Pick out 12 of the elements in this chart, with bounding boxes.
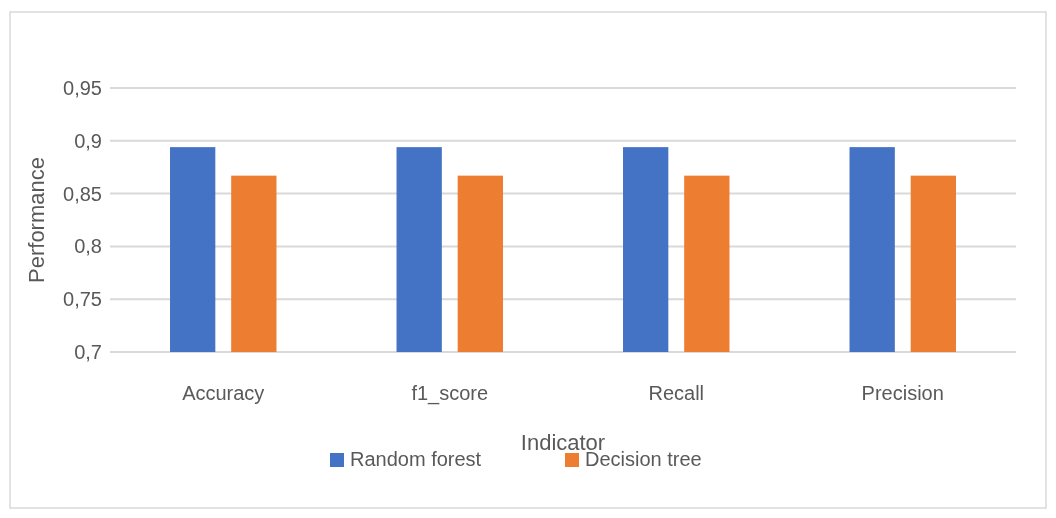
y-tick-label: 0,75 (63, 288, 102, 311)
y-tick-label: 0,8 (74, 235, 102, 258)
y-tick-label: 0,7 (74, 341, 102, 363)
y-tick-label: 0,85 (63, 182, 102, 205)
x-tick-label: Recall (648, 382, 705, 404)
x-tick-label: Precision (861, 382, 944, 404)
legend-label: Random forest (350, 448, 482, 470)
y-axis-title: Performance (24, 157, 49, 283)
x-tick-label: f1_score (411, 382, 489, 405)
x-tick-label: Accuracy (182, 382, 265, 404)
y-tick-label: 0,9 (74, 129, 102, 152)
y-tick-label: 0,95 (63, 77, 102, 99)
